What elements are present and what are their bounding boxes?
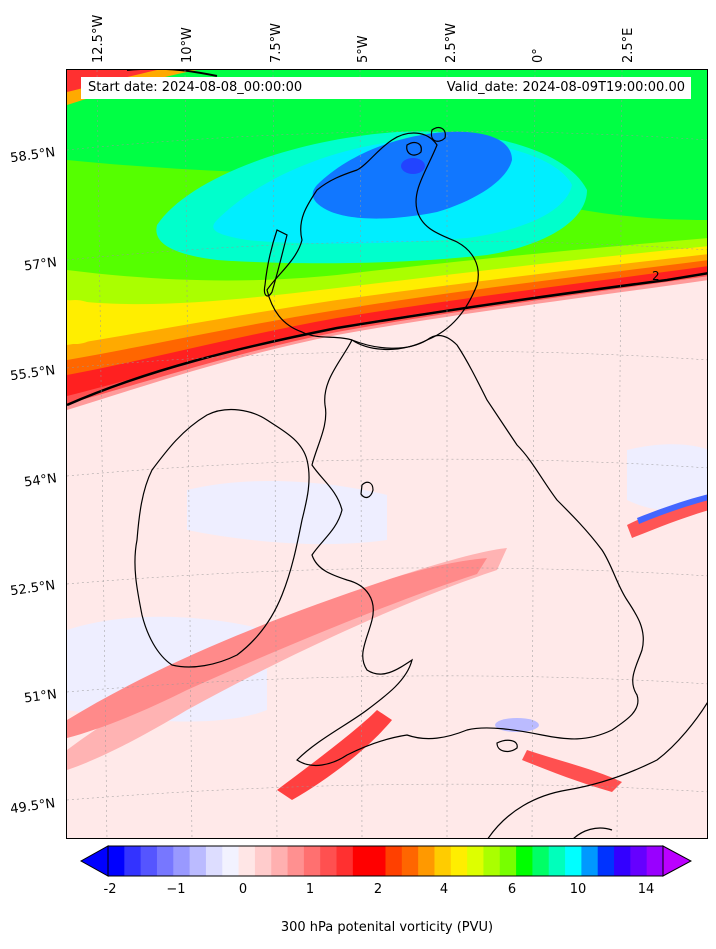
cb-tick-6: 6 bbox=[507, 882, 517, 897]
colorbar-cell bbox=[565, 846, 582, 876]
graticule bbox=[67, 70, 707, 838]
england-wales-coast bbox=[296, 334, 644, 767]
colorbar-cell bbox=[189, 846, 207, 876]
coastlines bbox=[134, 127, 707, 838]
pv-max-core bbox=[401, 158, 425, 174]
pv-blue-core bbox=[312, 131, 512, 219]
orkney-coast bbox=[430, 127, 446, 142]
cb-tick-neg1: −1 bbox=[166, 882, 186, 897]
colorbar-cell bbox=[352, 846, 370, 876]
colorbar-cell bbox=[140, 846, 158, 876]
colorbar-cell bbox=[516, 846, 533, 876]
scotland-coast bbox=[266, 132, 479, 350]
pv-map bbox=[67, 70, 707, 838]
colorbar-cell bbox=[499, 846, 517, 876]
colorbar-cell bbox=[630, 846, 648, 876]
lon-label-2.5e: 2.5°E bbox=[621, 27, 636, 63]
colorbar-cell bbox=[646, 846, 664, 876]
colorbar-cell bbox=[401, 846, 419, 876]
colorbar-cell bbox=[336, 846, 354, 876]
cb-tick-1: 1 bbox=[305, 882, 315, 897]
pv-band-south-4 bbox=[522, 750, 622, 792]
colorbar-cell bbox=[434, 846, 452, 876]
colorbar-cell bbox=[156, 846, 174, 876]
colorbar-cell bbox=[205, 846, 223, 876]
pv-band-south-3 bbox=[277, 710, 392, 800]
pv-band-top-red bbox=[67, 70, 157, 92]
lat-label-49.5n: 49.5°N bbox=[9, 796, 57, 818]
map-panel: 2 bbox=[66, 69, 708, 839]
lat-label-58.5n: 58.5°N bbox=[9, 145, 57, 167]
cb-tick-4: 4 bbox=[439, 882, 449, 897]
pv-green-right bbox=[587, 85, 707, 220]
colorbar-cell bbox=[614, 846, 631, 876]
colorbar-cell bbox=[271, 846, 289, 876]
date-info-box: Start date: 2024-08-08_00:00:00 Valid_da… bbox=[81, 77, 691, 99]
lon-label-12.5w: 12.5°W bbox=[91, 14, 106, 63]
colorbar-extend-max bbox=[662, 845, 692, 877]
colorbar-cell bbox=[385, 846, 403, 876]
colorbar-extend-min bbox=[80, 845, 109, 877]
colorbar-title: 300 hPa potenital vorticity (PVU) bbox=[280, 920, 494, 935]
lon-label-2.5w: 2.5°W bbox=[444, 22, 459, 63]
colorbar-cell bbox=[467, 846, 484, 876]
contour-2pvu-top bbox=[127, 70, 218, 77]
colorbar-cell bbox=[483, 846, 501, 876]
isle-of-wight-coast bbox=[496, 739, 518, 753]
channel-islands-coast bbox=[573, 827, 613, 838]
colorbar-cell bbox=[173, 846, 191, 876]
colorbar-cell bbox=[320, 846, 338, 876]
hebrides-coast bbox=[263, 229, 288, 297]
contour-label-2: 2 bbox=[652, 269, 660, 283]
lat-label-54n: 54°N bbox=[23, 471, 58, 491]
contour-2pvu bbox=[67, 272, 707, 407]
cb-tick-0: 0 bbox=[238, 882, 248, 897]
colorbar-cell bbox=[287, 846, 305, 876]
colorbar-cell bbox=[597, 846, 615, 876]
colorbar-cell bbox=[581, 846, 599, 876]
colorbar-cell bbox=[548, 846, 566, 876]
colorbar-cell bbox=[108, 846, 125, 876]
colorbar-cell bbox=[303, 846, 321, 876]
lat-label-52.5n: 52.5°N bbox=[9, 578, 57, 600]
cb-tick-neg2: -2 bbox=[103, 882, 117, 897]
pale-blue-patch bbox=[187, 480, 387, 545]
colorbar bbox=[80, 845, 692, 877]
colorbar-cell bbox=[124, 846, 142, 876]
france-coast bbox=[487, 702, 707, 838]
ireland-coast bbox=[134, 409, 310, 668]
lon-label-7.5w: 7.5°W bbox=[269, 22, 284, 63]
lon-label-0: 0° bbox=[531, 48, 546, 63]
colorbar-cell bbox=[532, 846, 550, 876]
pv-stripe-blue bbox=[637, 494, 707, 524]
colorbar-cells bbox=[108, 846, 664, 876]
orkney-coast-2 bbox=[406, 142, 422, 156]
cb-tick-14: 14 bbox=[637, 882, 655, 897]
lat-label-51n: 51°N bbox=[23, 687, 58, 707]
lon-label-10w: 10°W bbox=[180, 27, 195, 63]
colorbar-cell bbox=[254, 846, 272, 876]
cb-tick-2: 2 bbox=[373, 882, 383, 897]
isle-of-man-coast bbox=[360, 481, 374, 499]
colorbar-cell bbox=[222, 846, 240, 876]
lon-label-5w: 5°W bbox=[356, 35, 371, 63]
colorbar-cell bbox=[450, 846, 468, 876]
pv-blue-patch-south bbox=[495, 718, 539, 732]
colorbar-cell bbox=[418, 846, 435, 876]
valid-date: Valid_date: 2024-08-09T19:00:00.00 bbox=[446, 80, 685, 95]
colorbar-outline bbox=[107, 845, 664, 877]
start-date: Start date: 2024-08-08_00:00:00 bbox=[88, 80, 303, 95]
pale-blue-patch bbox=[627, 444, 707, 512]
pv-band-south-2 bbox=[67, 558, 487, 738]
pv-yellow-blob bbox=[67, 300, 103, 344]
colorbar-cell bbox=[369, 846, 386, 876]
lat-label-57n: 57°N bbox=[23, 255, 58, 275]
cb-tick-10: 10 bbox=[569, 882, 587, 897]
colorbar-cell bbox=[238, 846, 256, 876]
lat-label-55.5n: 55.5°N bbox=[9, 363, 57, 385]
pv-band-south-1 bbox=[67, 548, 507, 770]
